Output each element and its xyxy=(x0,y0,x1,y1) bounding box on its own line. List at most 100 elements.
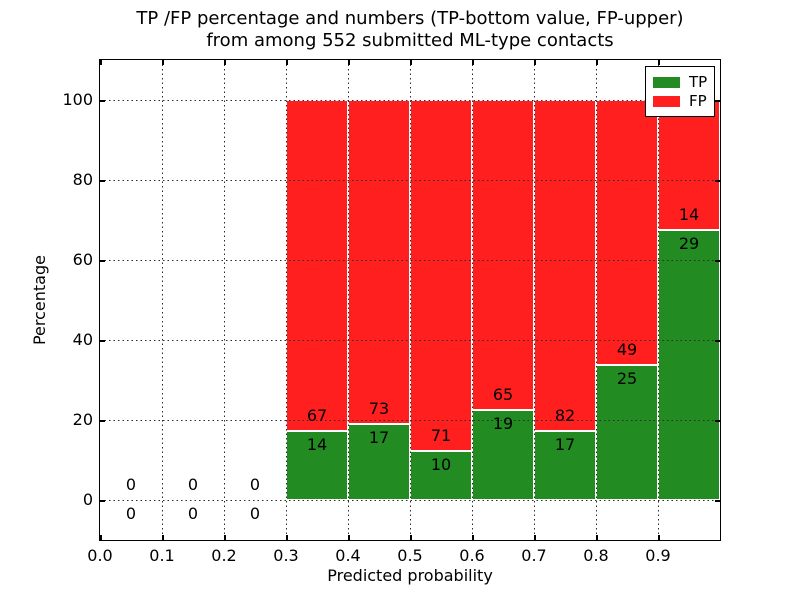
grid-line-horizontal xyxy=(100,340,720,341)
x-tick-label: 0.3 xyxy=(273,546,299,565)
x-tick-mark xyxy=(100,60,102,65)
legend-entry-fp: FP xyxy=(653,93,707,109)
x-tick-mark xyxy=(472,60,474,65)
tp-count-label: 0 xyxy=(125,504,137,523)
legend-entry-tp: TP xyxy=(653,74,707,90)
tp-count-label: 10 xyxy=(430,454,452,474)
x-tick-mark xyxy=(534,535,536,540)
fp-count-label: 67 xyxy=(306,405,328,425)
x-tick-label: 0.7 xyxy=(521,546,547,565)
grid-line-horizontal xyxy=(100,500,720,501)
y-tick-mark xyxy=(715,100,720,102)
bar-segment-tp xyxy=(410,450,472,500)
y-tick-mark xyxy=(715,500,720,502)
tp-count-label: 0 xyxy=(187,504,199,523)
tp-count-label: 14 xyxy=(306,434,328,454)
tp-count-label: 17 xyxy=(554,435,576,455)
x-tick-label: 0.4 xyxy=(335,546,361,565)
y-tick-mark xyxy=(100,260,105,262)
grid-line-horizontal xyxy=(100,260,720,261)
fp-count-label: 49 xyxy=(616,339,638,359)
y-tick-mark xyxy=(100,340,105,342)
grid-line-vertical xyxy=(410,60,411,540)
fp-count-label: 0 xyxy=(125,475,137,494)
x-tick-mark xyxy=(410,60,412,65)
x-tick-label: 0.9 xyxy=(645,546,671,565)
x-tick-mark xyxy=(224,535,226,540)
fp-count-label: 0 xyxy=(187,475,199,494)
y-tick-label: 20 xyxy=(72,410,93,429)
bar-segment-tp xyxy=(596,364,658,500)
x-tick-label: 0.8 xyxy=(583,546,609,565)
x-tick-label: 0.6 xyxy=(459,546,485,565)
x-tick-mark xyxy=(658,535,660,540)
y-axis-label: Percentage xyxy=(30,255,49,346)
tp-count-label: 29 xyxy=(678,234,700,254)
grid-line-vertical xyxy=(162,60,163,540)
x-tick-mark xyxy=(162,60,164,65)
tp-count-label: 25 xyxy=(616,368,638,388)
x-tick-label: 0.5 xyxy=(397,546,423,565)
fp-count-label: 14 xyxy=(678,205,700,225)
grid-line-horizontal xyxy=(100,100,720,101)
x-tick-mark xyxy=(596,535,598,540)
y-tick-mark xyxy=(100,420,105,422)
y-tick-label: 100 xyxy=(62,90,93,109)
x-tick-mark xyxy=(534,60,536,65)
y-tick-label: 0 xyxy=(82,490,93,509)
x-tick-mark xyxy=(348,60,350,65)
y-tick-label: 60 xyxy=(72,250,93,269)
x-tick-label: 0.2 xyxy=(211,546,237,565)
y-tick-mark xyxy=(715,260,720,262)
chart-title-line2: from among 552 submitted ML-type contact… xyxy=(206,30,614,51)
x-tick-mark xyxy=(472,535,474,540)
x-tick-mark xyxy=(224,60,226,65)
bar-segment-fp xyxy=(348,100,410,425)
y-tick-label: 40 xyxy=(72,330,93,349)
bar-segment-tp xyxy=(658,230,720,500)
legend-swatch-fp xyxy=(653,95,680,107)
tp-count-label: 19 xyxy=(492,413,514,433)
bar-segment-fp xyxy=(286,100,348,431)
grid-line-vertical xyxy=(472,60,473,540)
x-tick-mark xyxy=(410,535,412,540)
bar-segment-fp xyxy=(534,100,596,432)
legend-label-fp: FP xyxy=(689,92,707,110)
grid-line-vertical xyxy=(224,60,225,540)
grid-line-vertical xyxy=(658,60,659,540)
grid-line-vertical xyxy=(534,60,535,540)
x-tick-mark xyxy=(348,535,350,540)
legend-swatch-tp xyxy=(653,76,680,88)
y-tick-mark xyxy=(100,500,105,502)
x-axis-label: Predicted probability xyxy=(327,566,493,585)
y-tick-mark xyxy=(715,340,720,342)
fp-count-label: 71 xyxy=(430,425,452,445)
x-tick-mark xyxy=(596,60,598,65)
tp-count-label: 0 xyxy=(249,504,261,523)
bar-segment-fp xyxy=(596,100,658,365)
y-tick-mark xyxy=(715,420,720,422)
y-tick-mark xyxy=(100,180,105,182)
x-tick-mark xyxy=(658,60,660,65)
legend: TP FP xyxy=(645,66,716,117)
bar-segment-tp xyxy=(472,409,534,500)
y-tick-mark xyxy=(100,100,105,102)
bar-segment-fp xyxy=(472,100,534,410)
fp-count-label: 65 xyxy=(492,384,514,404)
chart-title-line1: TP /FP percentage and numbers (TP-bottom… xyxy=(136,8,684,29)
grid-line-vertical xyxy=(348,60,349,540)
bar-segment-fp xyxy=(410,100,472,451)
x-tick-label: 0.1 xyxy=(149,546,175,565)
y-tick-label: 80 xyxy=(72,170,93,189)
y-tick-mark xyxy=(715,180,720,182)
tp-count-label: 17 xyxy=(368,428,390,448)
fp-count-label: 73 xyxy=(368,399,390,419)
x-tick-label: 0.0 xyxy=(87,546,113,565)
fp-count-label: 82 xyxy=(554,406,576,426)
x-tick-mark xyxy=(286,60,288,65)
x-tick-mark xyxy=(286,535,288,540)
legend-label-tp: TP xyxy=(689,73,708,91)
grid-line-horizontal xyxy=(100,180,720,181)
grid-line-horizontal xyxy=(100,420,720,421)
